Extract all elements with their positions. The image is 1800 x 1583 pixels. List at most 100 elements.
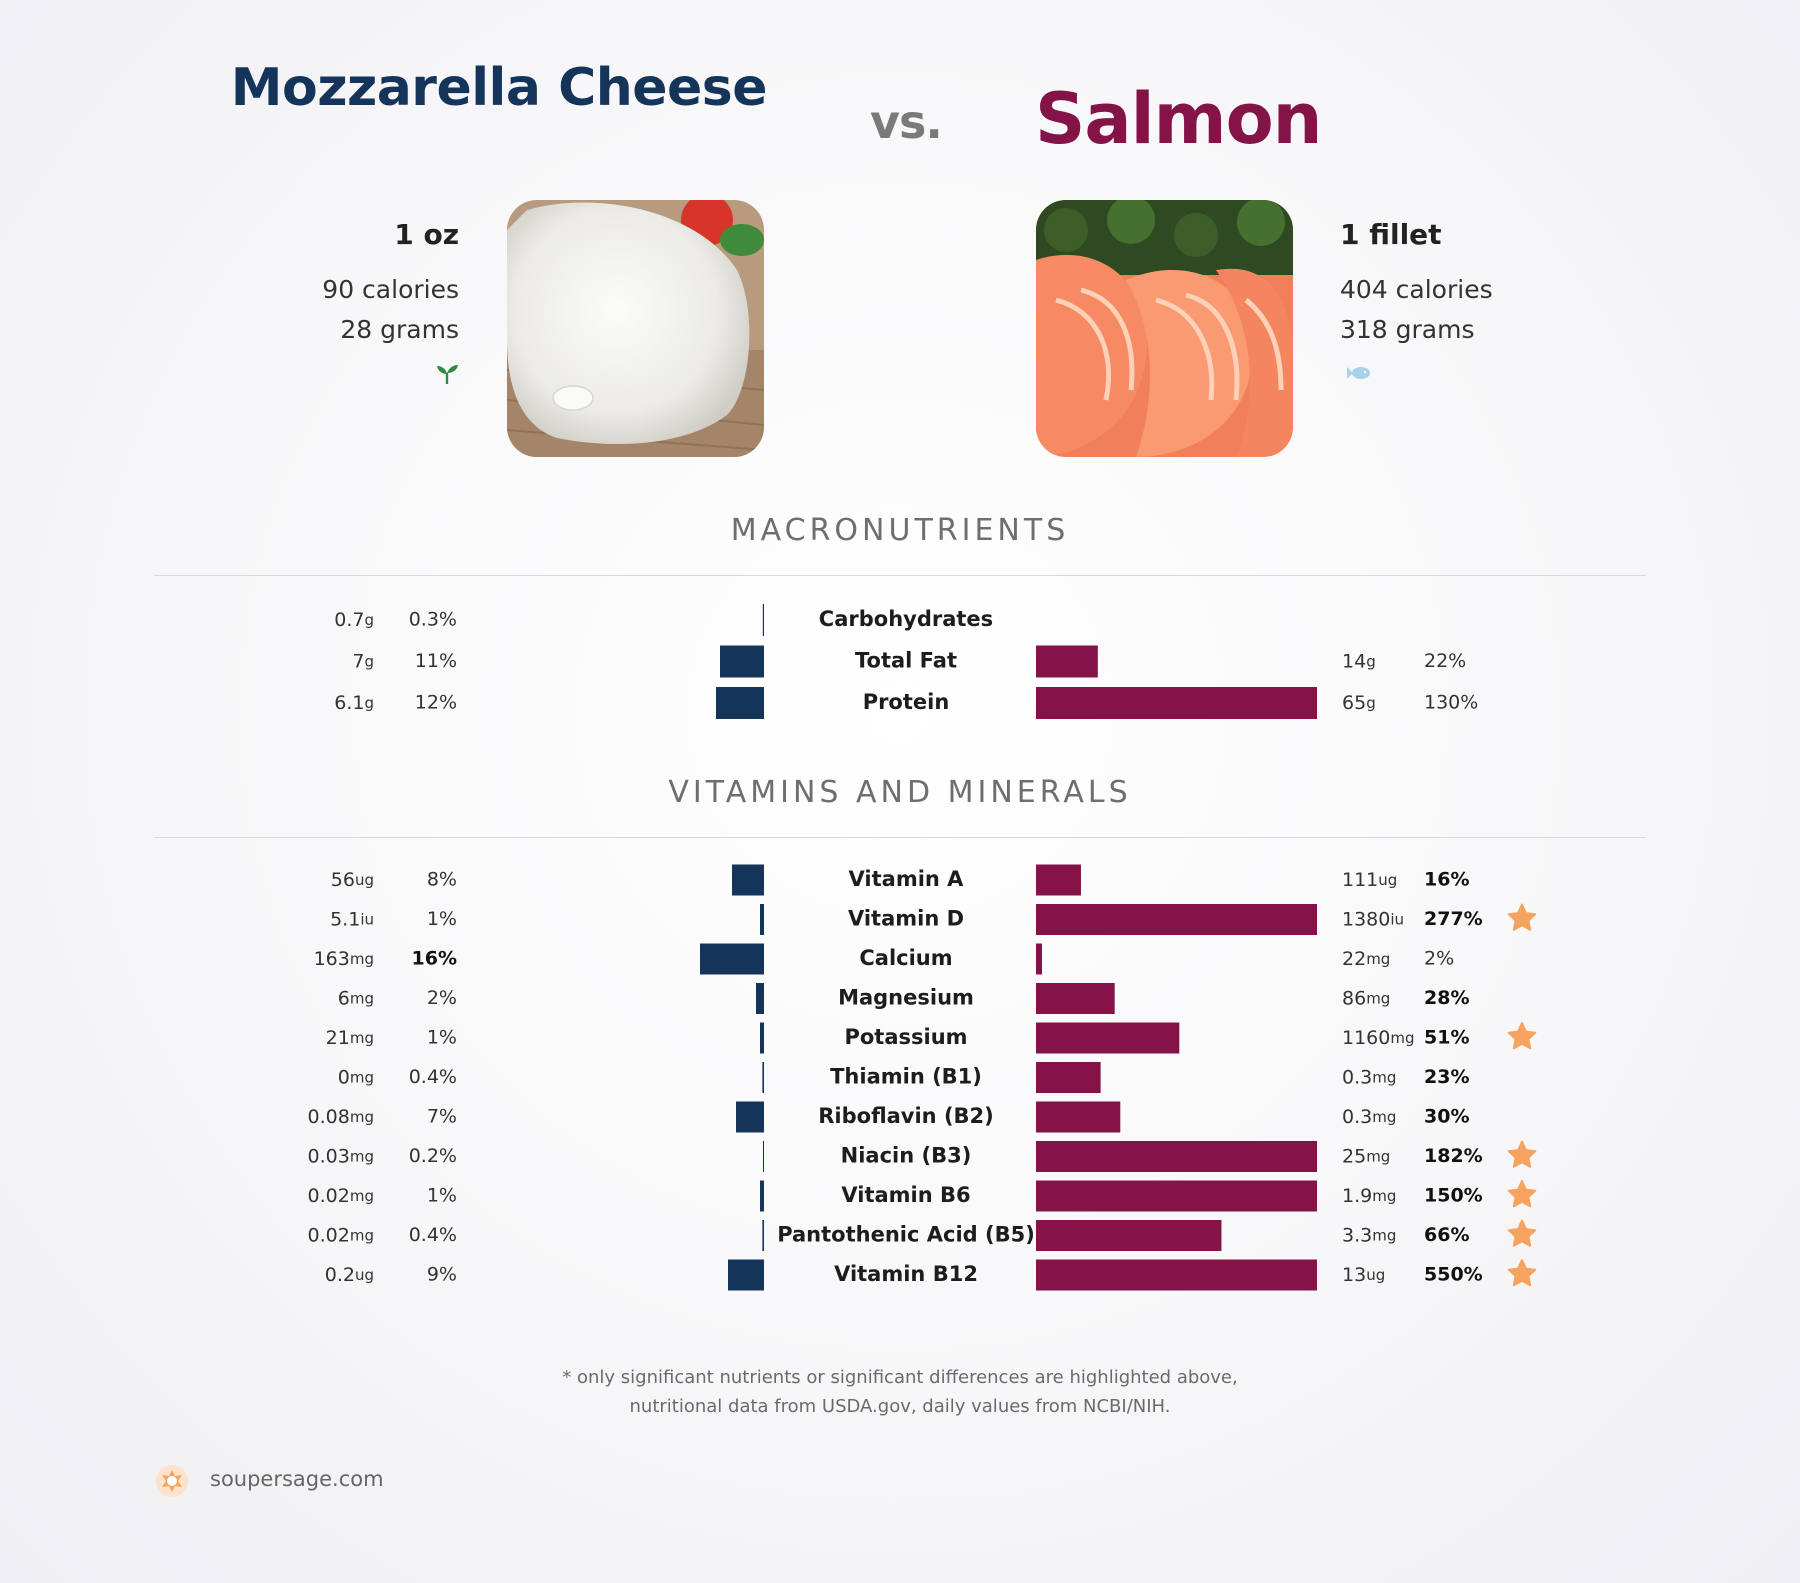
right-food-title: Salmon	[1035, 78, 1323, 160]
macronutrients-title: MACRONUTRIENTS	[730, 513, 1070, 548]
left-bar	[762, 604, 764, 636]
left-percent: 8%	[427, 869, 457, 891]
soupersage-logo-icon	[156, 1465, 188, 1497]
site-link[interactable]: soupersage.com	[210, 1467, 384, 1491]
right-bar	[1036, 943, 1042, 975]
left-amount: 0.2ug	[325, 1264, 374, 1286]
right-amount: 1160mg	[1342, 1027, 1415, 1049]
left-bar	[762, 1220, 764, 1251]
left-amount: 0.7g	[334, 609, 374, 631]
right-bar	[1036, 1259, 1317, 1291]
left-calories: 90 calories	[322, 275, 459, 304]
right-percent: 22%	[1424, 650, 1466, 672]
highlight-star-icon	[1507, 1259, 1537, 1287]
left-bar	[763, 1141, 764, 1172]
right-amount: 111ug	[1342, 869, 1397, 891]
nutrient-label: Vitamin A	[849, 867, 965, 891]
macronutrients-divider	[154, 575, 1646, 576]
right-amount: 22mg	[1342, 948, 1390, 970]
highlight-star-icon	[1507, 1140, 1537, 1168]
left-amount: 56ug	[331, 869, 374, 891]
right-percent: 51%	[1424, 1027, 1469, 1049]
footnote-line-2: nutritional data from USDA.gov, daily va…	[629, 1396, 1171, 1417]
right-percent: 130%	[1424, 692, 1478, 714]
vitamins-title: VITAMINS AND MINERALS	[668, 775, 1132, 810]
nutrient-label: Protein	[863, 690, 950, 714]
right-percent: 28%	[1424, 987, 1469, 1009]
left-bar	[728, 1259, 764, 1291]
left-percent: 1%	[427, 1185, 457, 1207]
right-bar	[1036, 1180, 1317, 1212]
right-amount: 1380iu	[1342, 908, 1404, 930]
left-percent: 7%	[427, 1106, 457, 1128]
right-bar	[1036, 1062, 1101, 1093]
right-bar	[1036, 687, 1317, 719]
right-calories: 404 calories	[1340, 275, 1493, 304]
right-percent: 30%	[1424, 1106, 1469, 1128]
left-percent: 9%	[427, 1264, 457, 1286]
left-percent: 0.3%	[409, 609, 457, 631]
right-percent: 550%	[1424, 1264, 1483, 1286]
right-percent: 150%	[1424, 1185, 1483, 1207]
right-percent: 277%	[1424, 908, 1483, 930]
left-grams: 28 grams	[340, 315, 459, 344]
right-bar	[1036, 904, 1317, 935]
left-percent: 0.4%	[409, 1224, 457, 1246]
right-bar	[1036, 983, 1115, 1014]
salmon-photo	[1036, 200, 1293, 457]
nutrient-label: Potassium	[844, 1025, 967, 1049]
left-amount: 163mg	[314, 948, 374, 970]
nutrient-label: Calcium	[859, 946, 952, 970]
fish-icon	[1346, 364, 1372, 382]
left-amount: 21mg	[326, 1027, 374, 1049]
left-bar	[760, 1022, 764, 1054]
left-percent: 1%	[427, 908, 457, 930]
left-food-title: Mozzarella Cheese	[230, 58, 768, 118]
right-percent: 2%	[1424, 948, 1454, 970]
nutrient-label: Vitamin D	[848, 907, 964, 931]
left-percent: 0.2%	[409, 1145, 457, 1167]
right-percent: 23%	[1424, 1066, 1469, 1088]
left-serving-size: 1 oz	[394, 218, 459, 251]
left-bar	[732, 864, 764, 896]
left-percent: 0.4%	[409, 1066, 457, 1088]
left-bar	[736, 1101, 764, 1133]
highlight-star-icon	[1507, 1180, 1537, 1208]
left-bar	[700, 943, 764, 975]
highlight-star-icon	[1507, 1022, 1537, 1050]
left-amount: 6.1g	[334, 692, 374, 714]
right-percent: 182%	[1424, 1145, 1483, 1167]
right-amount: 25mg	[1342, 1145, 1390, 1167]
right-amount: 86mg	[1342, 987, 1390, 1009]
vitamins-divider	[154, 837, 1646, 838]
left-amount: 0mg	[338, 1066, 374, 1088]
nutrient-label: Vitamin B12	[834, 1262, 978, 1286]
right-bar	[1036, 1220, 1222, 1251]
left-amount: 6mg	[338, 987, 374, 1009]
left-amount: 5.1iu	[330, 908, 374, 930]
footnote-line-1: * only significant nutrients or signific…	[562, 1367, 1238, 1388]
vs-label: vs.	[870, 95, 943, 149]
left-percent: 16%	[412, 948, 457, 970]
left-percent: 11%	[415, 650, 457, 672]
right-percent: 16%	[1424, 869, 1469, 891]
right-bar	[1036, 864, 1081, 896]
right-amount: 14g	[1342, 650, 1376, 672]
left-amount: 0.02mg	[308, 1185, 374, 1207]
sprout-icon	[434, 362, 460, 386]
left-percent: 2%	[427, 987, 457, 1009]
nutrient-label: Riboflavin (B2)	[818, 1104, 994, 1128]
right-amount: 65g	[1342, 692, 1376, 714]
nutrient-label: Niacin (B3)	[841, 1144, 972, 1168]
nutrient-label: Total Fat	[855, 649, 957, 673]
left-bar	[756, 983, 764, 1014]
highlight-star-icon	[1507, 1219, 1537, 1247]
right-amount: 3.3mg	[1342, 1224, 1396, 1246]
right-grams: 318 grams	[1340, 315, 1475, 344]
nutrient-label: Carbohydrates	[819, 607, 993, 631]
left-amount: 0.02mg	[308, 1224, 374, 1246]
highlight-star-icon	[1507, 903, 1537, 931]
right-amount: 13ug	[1342, 1264, 1385, 1286]
right-amount: 0.3mg	[1342, 1106, 1396, 1128]
